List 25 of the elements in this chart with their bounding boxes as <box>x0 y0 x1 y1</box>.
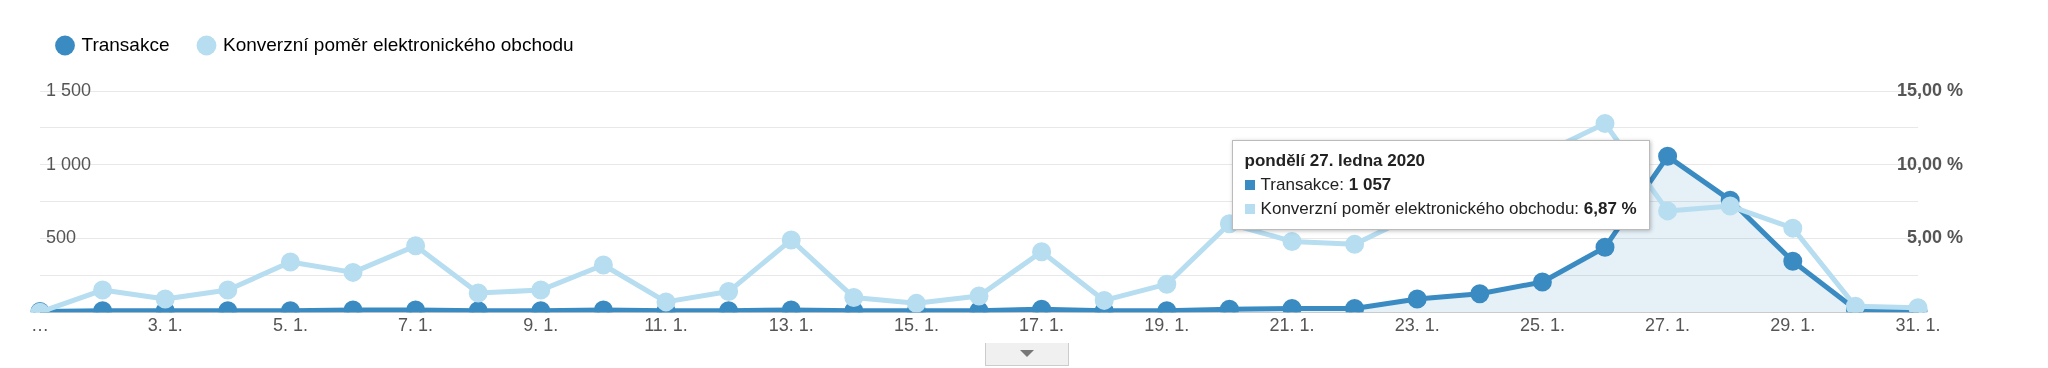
y-tick-label: 1 500 <box>46 79 92 100</box>
x-tick-label: 5. 1. <box>272 314 308 335</box>
x-tick-label: 9. 1. <box>523 314 559 335</box>
x-tick-label: 3. 1. <box>147 314 183 335</box>
y-tick-label: 1 000 <box>46 153 92 174</box>
x-tick-label: 17. 1. <box>1019 314 1065 335</box>
x-tick-label: 15. 1. <box>893 314 939 335</box>
x-tick-label: 27. 1. <box>1645 314 1691 335</box>
x-tick-label: 21. 1. <box>1269 314 1315 335</box>
x-tick-label: 19. 1. <box>1144 314 1190 335</box>
y2-tick-label: 15,00 % <box>1896 79 1963 100</box>
x-tick-label: 29. 1. <box>1770 314 1816 335</box>
x-tick-label: … <box>31 314 49 335</box>
x-tick-label: 25. 1. <box>1519 314 1565 335</box>
legend-label: Konverzní poměr elektronického obchodu <box>223 33 574 55</box>
x-tick-label: 11. 1. <box>644 314 688 335</box>
x-tick-label: 31. 1. <box>1895 314 1941 335</box>
x-tick-label: 23. 1. <box>1394 314 1440 335</box>
y2-tick-label: 5,00 % <box>1906 227 1963 248</box>
legend-label: Transakce <box>81 33 170 55</box>
annotation: pondělí 27. ledna 2020 Transakce: 1 057 Konverzní poměr elektronického obchodu: 6,87 % <box>1244 150 1637 221</box>
x-tick-label: 13. 1. <box>768 314 814 335</box>
y2-tick-label: 10,00 % <box>1896 153 1963 174</box>
y-tick-label: 500 <box>46 227 77 248</box>
x-tick-label: 7. 1. <box>398 314 434 335</box>
